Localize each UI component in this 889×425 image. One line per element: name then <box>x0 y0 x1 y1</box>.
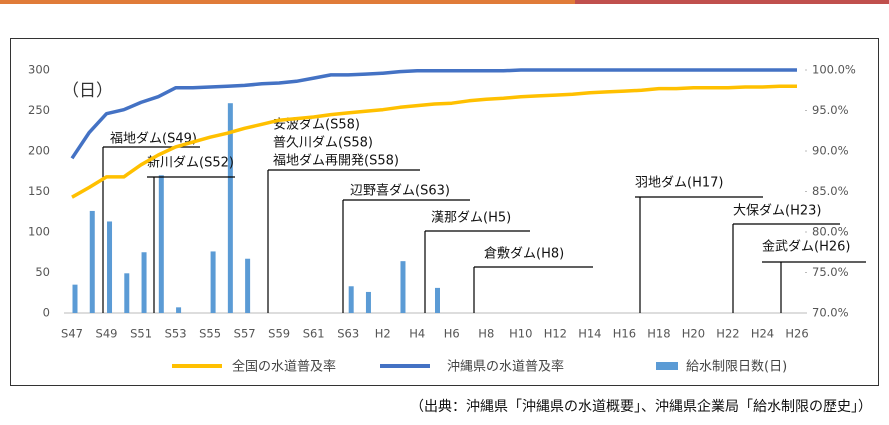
annotation: 福地ダム(S49) <box>110 132 197 147</box>
y2-tick-label: 90.0% <box>812 144 849 158</box>
x-tick-label: S47 <box>61 327 83 341</box>
bar <box>227 103 233 314</box>
x-tick-label: S51 <box>130 327 152 341</box>
y-unit-label: （日） <box>62 81 113 101</box>
y-tick-label: 0 <box>43 306 50 320</box>
annotation: 福地ダム再開発(S58) <box>273 154 399 169</box>
bar <box>348 286 354 313</box>
x-tick-label: H12 <box>544 327 567 341</box>
y2-tick-label: 100.0% <box>812 63 856 77</box>
bar <box>176 307 182 313</box>
y2-tick-label: 75.0% <box>812 265 849 279</box>
y-tick-label: 200 <box>28 144 50 158</box>
legend-swatch <box>656 362 678 370</box>
bar <box>245 258 251 313</box>
y-tick-label: 100 <box>28 225 50 239</box>
y2-tick-label: 85.0% <box>812 184 849 198</box>
source: （出典：沖縄県「沖縄県の水道概要」、沖縄県企業局「給水制限の歴史」） <box>410 398 872 415</box>
annotation: 倉敷ダム(H8) <box>484 247 564 262</box>
annotation: 普久川ダム(S58) <box>273 136 373 151</box>
line <box>71 84 797 199</box>
bar <box>400 261 406 313</box>
bar <box>365 291 371 313</box>
annotation: 安波ダム(S58) <box>273 118 360 133</box>
header-bar <box>0 0 575 4</box>
annotation: 辺野喜ダム(S63) <box>350 184 450 199</box>
x-tick-label: H20 <box>682 327 705 341</box>
x-tick-label: H8 <box>478 327 494 341</box>
y-tick-label: 50 <box>35 265 50 279</box>
bar <box>435 287 440 313</box>
x-tick-label: H22 <box>716 327 739 341</box>
x-tick-label: S55 <box>199 327 221 341</box>
header-bar-right <box>575 0 889 4</box>
legend-label: 沖縄県の水道普及率 <box>447 359 564 375</box>
y-tick-label: 150 <box>28 184 50 198</box>
x-tick-label: H16 <box>613 327 636 341</box>
x-tick-label: H18 <box>647 327 670 341</box>
y2-tick-label: 80.0% <box>812 225 849 239</box>
annotation: 大保ダム(H23) <box>733 204 821 219</box>
bar <box>72 284 78 313</box>
x-tick-label: S61 <box>303 327 325 341</box>
annotation: 漢那ダム(H5) <box>431 211 511 226</box>
bar <box>158 175 164 313</box>
x-tick-label: H2 <box>375 327 391 341</box>
bar <box>124 273 130 313</box>
annotation: 金武ダム(H26) <box>762 239 850 255</box>
x-tick-label: H4 <box>409 327 425 341</box>
line <box>70 68 797 160</box>
x-tick-label: H26 <box>785 327 808 341</box>
legend-label: 給水制限日数(日) <box>686 360 787 375</box>
legend-label: 全国の水道普及率 <box>232 359 336 375</box>
x-tick-label: S59 <box>268 327 290 341</box>
y2-tick-label: 95.0% <box>812 103 849 117</box>
x-tick-label: H14 <box>578 327 601 341</box>
x-tick-label: S49 <box>96 327 118 341</box>
x-tick-label: H6 <box>444 327 460 341</box>
annotation: 新川ダム(S52) <box>147 155 234 171</box>
bar <box>141 252 147 313</box>
y2-tick-label: 70.0% <box>812 306 849 320</box>
x-tick-label: H24 <box>751 327 774 341</box>
x-tick-label: S53 <box>165 327 187 341</box>
y-tick-label: 300 <box>28 63 50 77</box>
annotation: 羽地ダム(H17) <box>635 176 723 191</box>
chart-frame <box>10 38 879 386</box>
bar <box>210 251 216 313</box>
bar <box>89 210 95 313</box>
x-tick-label: S57 <box>234 327 256 341</box>
x-tick-label: H10 <box>509 327 532 341</box>
x-tick-label: S63 <box>337 327 359 341</box>
y-tick-label: 250 <box>28 103 50 117</box>
bar <box>107 221 113 313</box>
